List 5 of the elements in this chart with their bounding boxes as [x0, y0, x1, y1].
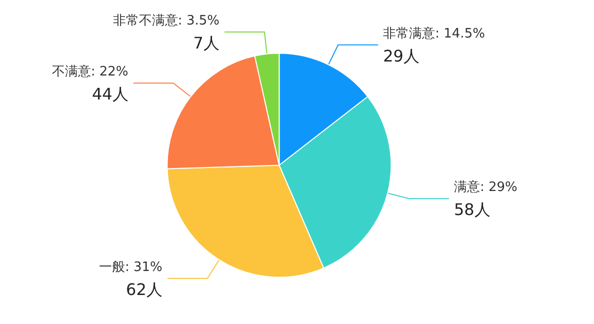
slice-label: 非常不满意: 3.5% 7人 — [112, 14, 220, 53]
slice-label: 一般: 31% 62人 — [98, 260, 162, 299]
slice-label: 不满意: 22% 44人 — [52, 64, 128, 104]
slice-label: 非常满意: 14.5% 29人 — [383, 26, 485, 66]
slice-label: 满意: 29% 58人 — [454, 180, 518, 220]
